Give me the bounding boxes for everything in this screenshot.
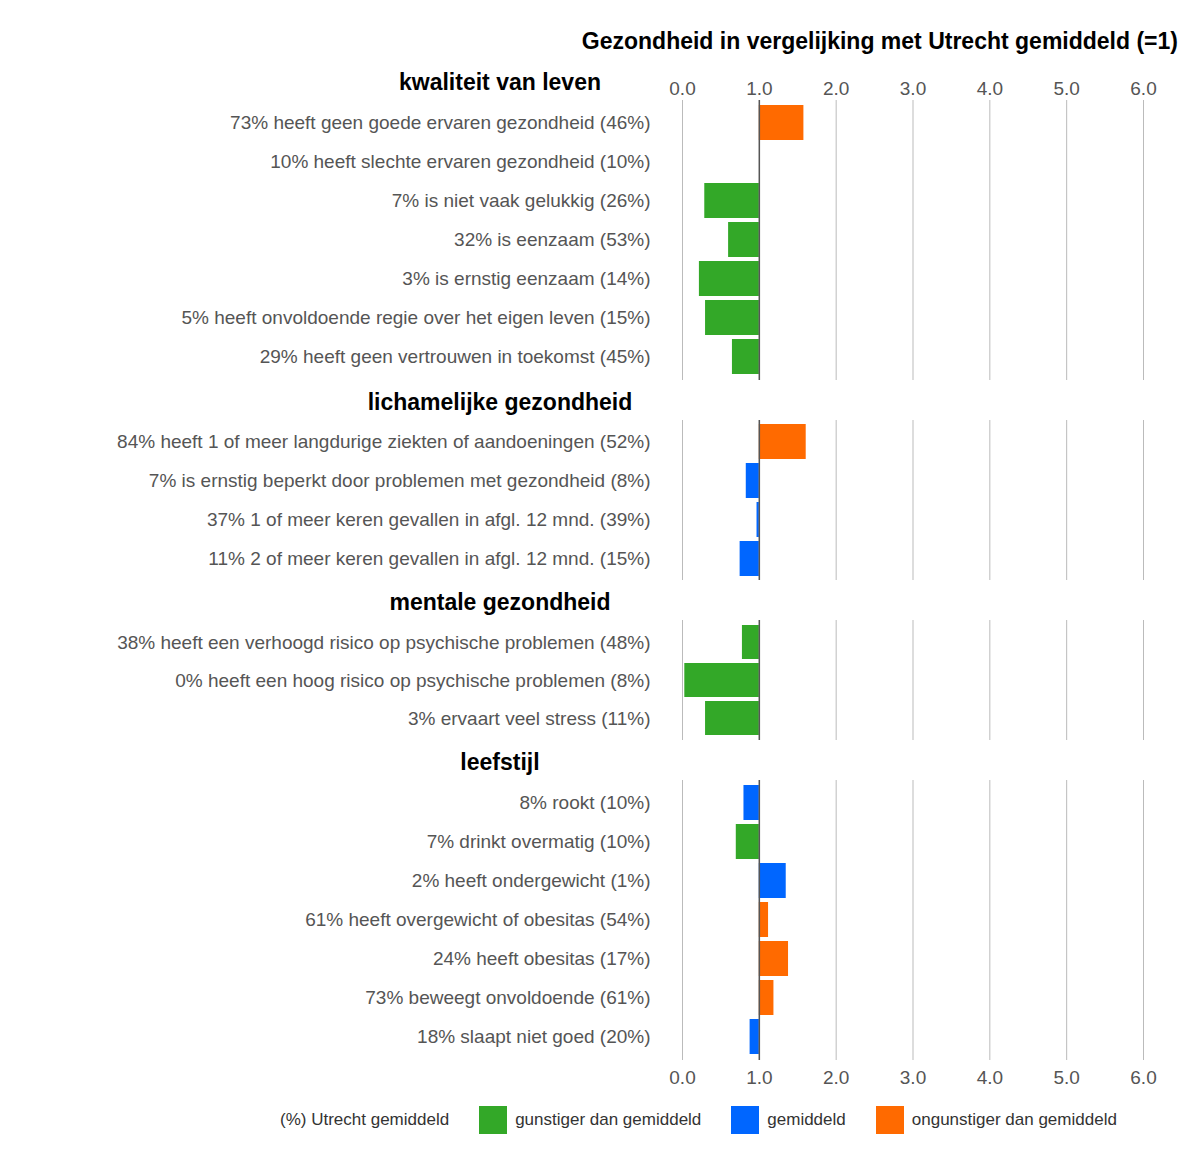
svg-text:7% drinkt overmatig (10%): 7% drinkt overmatig (10%) — [427, 831, 651, 852]
svg-text:4.0: 4.0 — [977, 78, 1003, 99]
svg-text:61% heeft overgewicht of obesi: 61% heeft overgewicht of obesitas (54%) — [305, 909, 650, 930]
svg-text:10% heeft slechte ervaren gezo: 10% heeft slechte ervaren gezondheid (10… — [270, 151, 650, 172]
html-text:Gezondheid in vergelijking met: Gezondheid in vergelijking met Utrecht g… — [581, 28, 1178, 54]
svg-text:38% heeft een verhoogd risico: 38% heeft een verhoogd risico op psychis… — [117, 632, 650, 653]
svg-text:0.0: 0.0 — [669, 78, 695, 99]
svg-text:2% heeft ondergewicht (1%): 2% heeft ondergewicht (1%) — [412, 870, 651, 891]
svg-text:2.0: 2.0 — [823, 1067, 849, 1088]
svg-text:3.0: 3.0 — [900, 1067, 926, 1088]
svg-text:37% 1 of meer keren gevallen i: 37% 1 of meer keren gevallen in afgl. 12… — [207, 509, 651, 530]
svg-text:1.0: 1.0 — [746, 78, 772, 99]
html-text:gemiddeld: gemiddeld — [767, 1110, 846, 1129]
html-text:leefstijl: leefstijl — [460, 749, 540, 775]
svg-text:1.0: 1.0 — [746, 1067, 772, 1088]
svg-text:3.0: 3.0 — [900, 78, 926, 99]
svg-text:5.0: 5.0 — [1053, 1067, 1079, 1088]
svg-text:84% heeft 1 of meer langdurige: 84% heeft 1 of meer langdurige ziekten o… — [117, 431, 650, 452]
html-text:lichamelijke gezondheid: lichamelijke gezondheid — [367, 389, 633, 415]
html-text:mentale gezondheid: mentale gezondheid — [389, 589, 611, 615]
html-text:gunstiger dan gemiddeld: gunstiger dan gemiddeld — [515, 1110, 702, 1129]
svg-text:7% is ernstig beperkt door pro: 7% is ernstig beperkt door problemen met… — [149, 470, 651, 491]
svg-text:3% ervaart veel stress (11%): 3% ervaart veel stress (11%) — [408, 708, 651, 729]
svg-text:29% heeft geen vertrouwen in t: 29% heeft geen vertrouwen in toekomst (4… — [260, 346, 651, 367]
svg-text:7% is niet vaak gelukkig (26%): 7% is niet vaak gelukkig (26%) — [392, 190, 651, 211]
svg-text:2.0: 2.0 — [823, 78, 849, 99]
svg-text:24% heeft obesitas (17%): 24% heeft obesitas (17%) — [433, 948, 651, 969]
svg-text:6.0: 6.0 — [1130, 78, 1156, 99]
svg-text:3% is ernstig eenzaam (14%): 3% is ernstig eenzaam (14%) — [402, 268, 650, 289]
html-text:kwaliteit van leven: kwaliteit van leven — [399, 69, 601, 95]
svg-text:73% heeft geen goede ervaren g: 73% heeft geen goede ervaren gezondheid … — [230, 112, 650, 133]
svg-text:8% rookt (10%): 8% rookt (10%) — [520, 792, 651, 813]
svg-text:0% heeft een hoog risico op ps: 0% heeft een hoog risico op psychische p… — [175, 670, 650, 691]
svg-text:18% slaapt niet goed (20%): 18% slaapt niet goed (20%) — [417, 1026, 650, 1047]
svg-text:73% beweegt onvoldoende (61%): 73% beweegt onvoldoende (61%) — [365, 987, 650, 1008]
svg-text:5% heeft onvoldoende regie ove: 5% heeft onvoldoende regie over het eige… — [182, 307, 651, 328]
svg-text:4.0: 4.0 — [977, 1067, 1003, 1088]
svg-text:32% is eenzaam (53%): 32% is eenzaam (53%) — [454, 229, 650, 250]
html-text:ongunstiger dan gemiddeld: ongunstiger dan gemiddeld — [911, 1110, 1117, 1129]
html-text:(%) Utrecht gemiddeld: (%) Utrecht gemiddeld — [280, 1110, 450, 1129]
svg-text:6.0: 6.0 — [1130, 1067, 1156, 1088]
svg-text:5.0: 5.0 — [1053, 78, 1079, 99]
svg-text:11% 2 of meer keren gevallen i: 11% 2 of meer keren gevallen in afgl. 12… — [208, 548, 650, 569]
svg-text:0.0: 0.0 — [669, 1067, 695, 1088]
